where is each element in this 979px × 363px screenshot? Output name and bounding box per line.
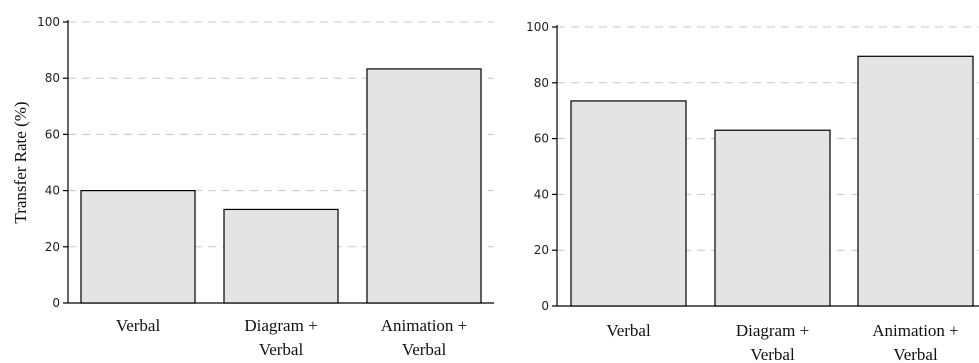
y-tick-label: 60 [534, 132, 549, 146]
y-tick-label: 100 [526, 20, 549, 34]
bar [80, 190, 196, 304]
category-label: Verbal [116, 316, 161, 335]
category-label: Verbal [606, 321, 651, 340]
y-tick-label: 0 [541, 299, 549, 313]
category-label: Diagram + [244, 316, 317, 335]
y-tick-label: 20 [534, 243, 549, 257]
y-axis-title: Transfer Rate (%) [11, 101, 30, 223]
y-tick-label: 20 [45, 240, 60, 254]
category-label: Verbal [893, 345, 938, 363]
category-label: Verbal [750, 345, 795, 363]
right-bar-chart: 0 20 40 60 80 100 Verbal Diagram + Verbal Animati… [526, 20, 979, 363]
bar [223, 208, 339, 304]
category-label: Animation + [381, 316, 468, 335]
bar [857, 55, 974, 307]
bar [714, 129, 831, 307]
bar [366, 68, 482, 304]
category-label: Verbal [259, 340, 304, 359]
left-bar-chart: 0 20 40 60 80 100 Verbal Diagram + Verbal Animati… [11, 15, 494, 359]
y-tick-label: 0 [52, 296, 60, 310]
y-tick-label: 40 [534, 187, 549, 201]
y-tick-label: 60 [45, 127, 60, 141]
y-tick-label: 80 [534, 76, 549, 90]
y-tick-label: 40 [45, 184, 60, 198]
y-tick-label: 80 [45, 71, 60, 85]
category-label: Diagram + [736, 321, 809, 340]
bar [570, 100, 687, 307]
y-tick-label: 100 [37, 15, 60, 29]
category-label: Animation + [872, 321, 959, 340]
category-label: Verbal [402, 340, 447, 359]
